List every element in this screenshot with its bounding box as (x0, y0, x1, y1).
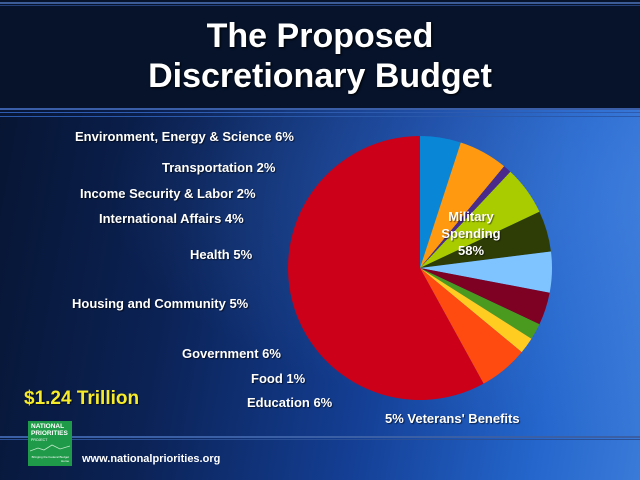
label-housing: Housing and Community 5% (72, 296, 249, 311)
military-spending-label: Military Spending 58% (428, 208, 514, 259)
logo-text: NATIONAL (31, 423, 65, 430)
pie-slice-international-affairs (420, 268, 550, 325)
label-education: Education 6% (247, 395, 333, 410)
slide-header: The Proposed Discretionary Budget (0, 0, 640, 108)
header-rule (0, 2, 640, 4)
military-label-percent: 58% (457, 243, 485, 258)
footer-rule (0, 436, 640, 438)
pie-slice-military-spending (288, 136, 484, 400)
pie-chart (288, 136, 552, 400)
logo-trend-line-icon (30, 444, 70, 452)
pie-slice-health (420, 251, 552, 293)
slide-title: The Proposed Discretionary Budget (0, 16, 640, 96)
military-label-line: Spending (441, 226, 501, 241)
header-stripe (0, 108, 640, 110)
header-stripe (0, 116, 640, 117)
pie-slice-education (420, 142, 505, 268)
label-environment: Environment, Energy & Science 6% (75, 129, 294, 144)
logo-text: PROJECT (31, 438, 48, 442)
pie-slice-veterans-benefits (420, 136, 461, 268)
logo-text: PRIORITIES (31, 430, 68, 437)
logo-tagline: Bringing the Federal Budget Home (31, 455, 69, 463)
pie-slice-income-security-labor (420, 268, 540, 339)
title-line-2: Discretionary Budget (148, 57, 492, 95)
website-url: www.nationalpriorities.org (82, 453, 221, 465)
label-transportation: Transportation 2% (162, 160, 276, 175)
budget-total: $1.24 Trillion (24, 388, 140, 409)
label-government: Government 6% (182, 346, 281, 361)
label-health: Health 5% (190, 247, 253, 262)
label-food: Food 1% (251, 371, 306, 386)
header-rule (0, 5, 640, 6)
national-priorities-logo: NATIONAL PRIORITIES PROJECT Bringing the… (28, 421, 72, 466)
header-stripe (0, 112, 640, 113)
pie-slice-environment-energy-science (420, 268, 522, 384)
pie-slice-housing-and-community (420, 211, 551, 268)
pie-slice-government (420, 171, 540, 268)
label-income-security: Income Security & Labor 2% (80, 186, 256, 201)
pie-slice-transportation (420, 268, 532, 353)
pie-slice-food (420, 166, 511, 268)
footer-rule (0, 439, 640, 440)
label-veterans: 5% Veterans' Benefits (385, 411, 520, 426)
title-line-1: The Proposed (206, 17, 434, 55)
label-international-affairs: International Affairs 4% (99, 211, 244, 226)
military-label-line: Military (448, 209, 494, 224)
